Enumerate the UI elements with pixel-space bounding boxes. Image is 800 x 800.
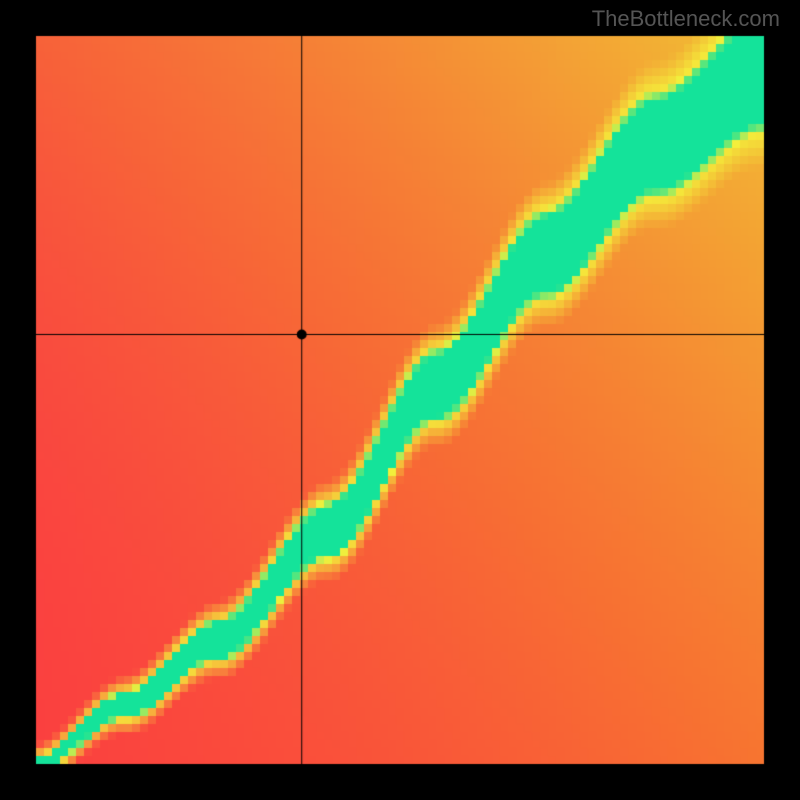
chart-container: TheBottleneck.com <box>0 0 800 800</box>
bottleneck-heatmap <box>0 0 800 800</box>
watermark-text: TheBottleneck.com <box>592 6 780 32</box>
